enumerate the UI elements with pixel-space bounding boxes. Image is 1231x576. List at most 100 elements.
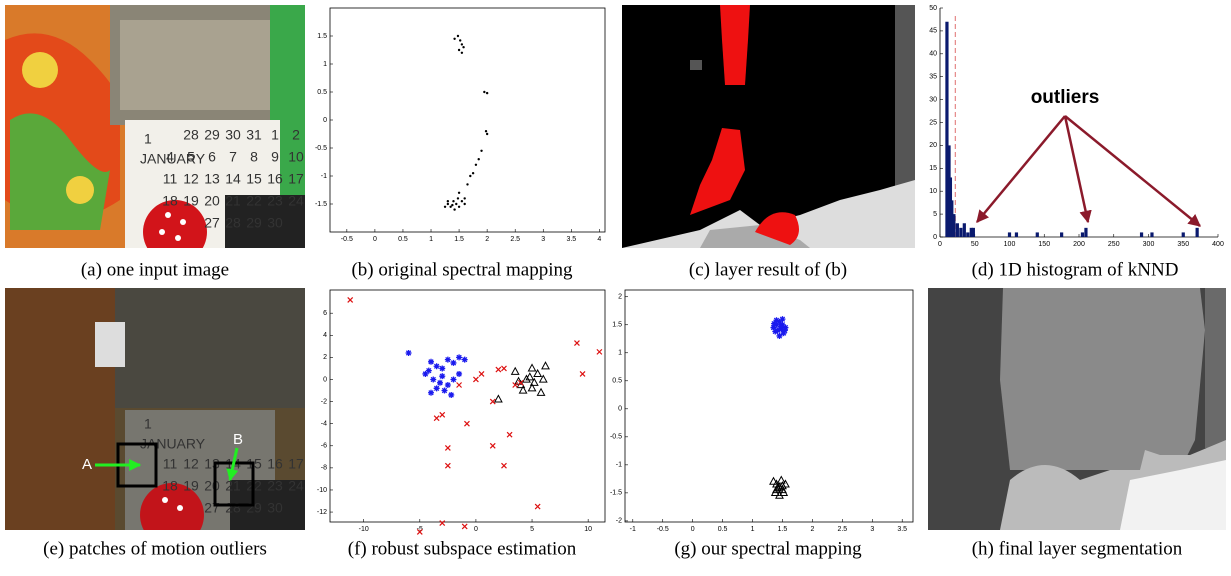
calendar-month-name: JANUARY [140, 151, 206, 167]
caption: (d) 1D histogram of kNND [972, 259, 1179, 280]
x-tick-label: 2 [485, 236, 489, 243]
x-tick-label: -0.5 [341, 236, 353, 243]
y-tick-label: -2 [321, 398, 327, 405]
point [775, 490, 784, 499]
y-tick-label: -4 [321, 421, 327, 428]
x-tick-label: 200 [1073, 241, 1085, 248]
point [439, 411, 446, 418]
bar [1014, 232, 1019, 237]
calendar-day: 16 [267, 456, 283, 472]
point [444, 382, 451, 389]
y-tick-label: 50 [929, 5, 937, 12]
calendar-day: 28 [225, 215, 241, 231]
patch-label: B [233, 431, 243, 448]
calendar-day: 6 [208, 149, 216, 165]
x-tick-label: 250 [1108, 241, 1120, 248]
bar [952, 214, 956, 237]
x-tick-label: 400 [1212, 241, 1224, 248]
y-tick-label: 2 [618, 294, 622, 301]
point [495, 366, 502, 373]
bar [945, 21, 949, 237]
point [517, 379, 524, 386]
calendar-day: 18 [162, 478, 178, 494]
y-tick-label: 45 [929, 28, 937, 35]
calendar-day: 27 [204, 500, 220, 516]
point [462, 46, 465, 49]
point [541, 361, 550, 370]
calendar-day: 16 [267, 171, 283, 187]
point [771, 320, 778, 327]
calendar-day: 21 [225, 193, 241, 209]
point [493, 394, 503, 403]
plot-frame [329, 289, 606, 523]
point [444, 462, 451, 469]
point [480, 149, 483, 152]
y-tick-label: 15 [929, 165, 937, 172]
point [533, 368, 543, 378]
point [416, 529, 423, 535]
calendar-day: 17 [288, 456, 304, 472]
bar [950, 200, 954, 237]
bar [971, 227, 975, 237]
x-tick-label: -0.5 [657, 526, 669, 533]
point [460, 200, 464, 203]
point [538, 374, 548, 383]
bar [966, 232, 970, 237]
point [518, 385, 528, 394]
x-tick-label: 100 [1004, 241, 1016, 248]
y-tick-label: 25 [929, 119, 937, 126]
y-tick-label: -1 [321, 173, 327, 180]
point [773, 317, 780, 324]
y-tick-label: 0 [618, 406, 622, 413]
point [457, 205, 461, 208]
x-tick-label: -10 [359, 526, 369, 533]
point [485, 91, 489, 95]
point [441, 387, 448, 394]
point [428, 389, 435, 396]
plot: 0 50 100 150 200 250 300 350 400 0 5 10 15 20 25 30 35 40… [929, 5, 1224, 248]
x-tick-label: 2 [810, 526, 814, 533]
calendar-day: 14 [225, 171, 241, 187]
calendar-day: 5 [187, 149, 195, 165]
y-tick-label: -0.5 [610, 434, 622, 441]
point [463, 202, 466, 206]
point [510, 366, 520, 375]
calendar-day: 19 [183, 193, 199, 209]
calendar-day: 20 [204, 478, 220, 494]
x-tick-label: 1 [751, 526, 755, 533]
point [471, 172, 475, 175]
calendar-day: 10 [288, 149, 304, 165]
calendar-day: 17 [288, 171, 304, 187]
y-tick-label: 0.5 [317, 89, 327, 96]
point [489, 398, 496, 405]
point [769, 476, 778, 485]
point [521, 374, 531, 383]
point [527, 383, 537, 392]
y-tick-label: 0 [933, 234, 937, 241]
point [472, 376, 479, 383]
point [439, 520, 446, 527]
point [433, 363, 440, 370]
x-tick-label: 5 [530, 526, 534, 533]
x-tick-label: 2.5 [837, 526, 847, 533]
bar [1080, 232, 1085, 237]
point [446, 200, 450, 203]
annotation: outliers [1031, 87, 1100, 108]
y-tick-label: 1.5 [612, 322, 622, 329]
x-tick-label: 3.5 [897, 526, 907, 533]
point [780, 330, 787, 337]
point [464, 420, 470, 427]
y-tick-label: 35 [929, 74, 937, 81]
y-tick-label: 40 [929, 51, 937, 58]
y-tick-label: 1 [323, 61, 327, 68]
x-tick-label: -5 [417, 526, 423, 533]
outlier-patches-image: 1JANUARY11121314151617181920212223242728… [5, 288, 305, 530]
point [501, 365, 507, 372]
point [772, 328, 779, 335]
x-tick-label: 0 [373, 236, 377, 243]
y-tick-label: 0 [323, 376, 327, 383]
point [444, 356, 451, 363]
calendar-day: 29 [204, 127, 220, 143]
x-tick-label: 150 [1038, 241, 1050, 248]
